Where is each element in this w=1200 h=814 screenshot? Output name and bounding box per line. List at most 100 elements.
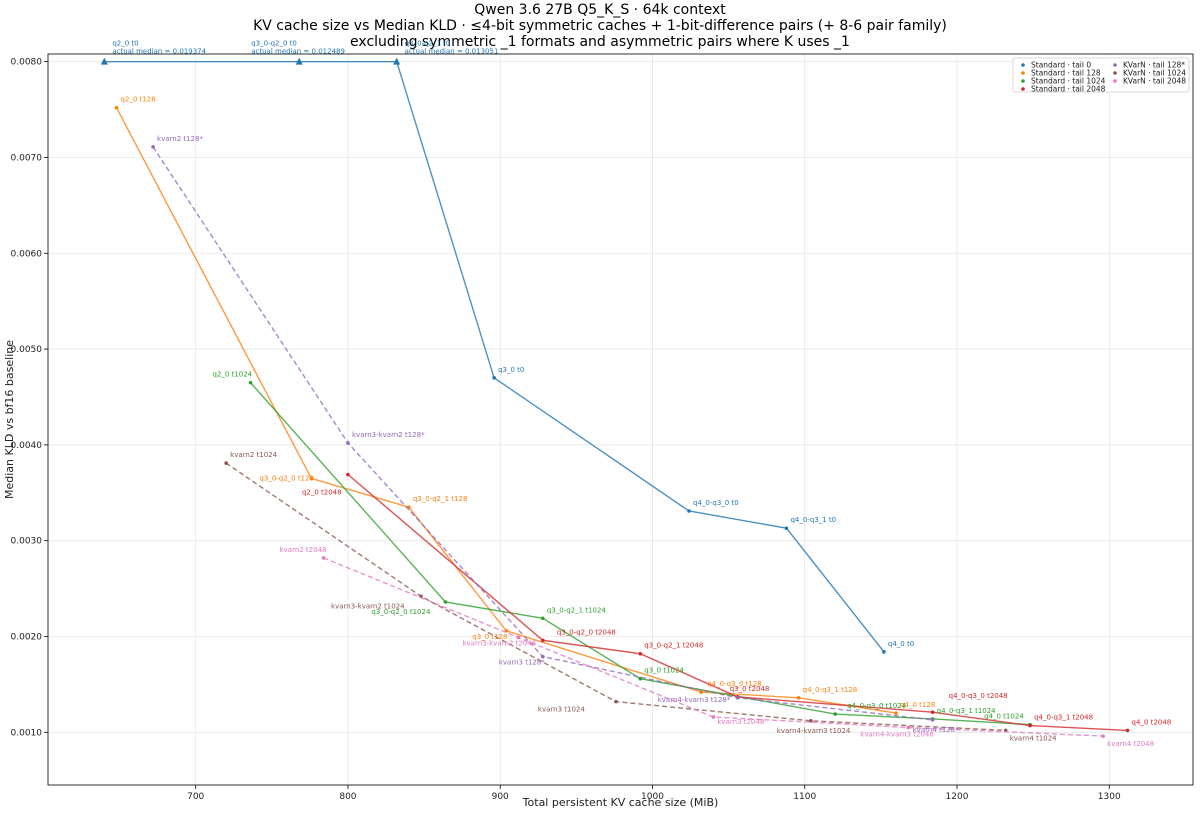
data-point: [224, 461, 228, 465]
point-labels: kvarn2 t1024 kvarn3-kvarn2 t1024 kvarn3 t1…: [230, 451, 1057, 742]
data-point: [930, 718, 935, 722]
y-tick-label: 0.0070: [11, 153, 43, 163]
data-point: [346, 441, 350, 445]
y-tick-label: 0.0080: [11, 58, 43, 68]
point-label: q3_0-q2_1 t2048: [644, 642, 703, 650]
point-label: kvarn2 t2048: [280, 546, 327, 554]
chart-title-line-1: Qwen 3.6 27B Q5_K_S · 64k context: [474, 2, 726, 18]
legend-marker: [1113, 71, 1117, 75]
point-label: q4_0-q3_0 t2048: [949, 692, 1008, 700]
data-point: [699, 690, 703, 694]
point-label: q2_0 t128: [121, 96, 156, 104]
data-point: [882, 650, 886, 654]
data-point: [346, 472, 350, 477]
grid-lines: [48, 54, 1193, 785]
x-tick-label: 900: [492, 792, 509, 802]
data-point: [735, 696, 740, 700]
point-label: q3_0-q2_0 t0: [251, 40, 297, 48]
capped-marker: [393, 57, 401, 65]
series-standard-tail-2048: [346, 472, 1130, 733]
point-label: q2_0 t1024: [213, 371, 253, 379]
capped-marker: [100, 57, 108, 65]
data-point: [492, 376, 496, 380]
point-label-extra: actual median = 0.013051: [405, 48, 499, 56]
data-point: [894, 711, 898, 715]
data-point: [1028, 723, 1032, 728]
point-labels: kvarn2 t128* kvarn3-kvarn2 t128* kvarn3 t1…: [157, 135, 959, 734]
data-point: [1101, 734, 1105, 738]
point-label: q4_0-q3_0 t0: [693, 499, 739, 507]
legend-label: KVarN · tail 128*: [1123, 61, 1185, 70]
point-label: q4_0 t1024: [984, 713, 1024, 721]
point-label: q3_0-q2_0 t2048: [557, 628, 616, 636]
data-point: [614, 699, 618, 704]
data-point: [796, 696, 801, 700]
point-label: q3_0-q2_1 t128: [413, 495, 468, 503]
data-point: [784, 526, 789, 531]
legend-label: KVarN · tail 2048: [1123, 77, 1186, 86]
point-label: q4_0-q3_0 t128: [707, 680, 762, 688]
series-kvarn-tail-2048: [321, 556, 1105, 738]
series-line: [225, 462, 1006, 732]
point-label: q4_0-q3_0 t1024: [847, 702, 907, 710]
y-tick-label: 0.0050: [11, 345, 43, 355]
legend-marker: [1113, 63, 1117, 67]
point-label: q4_0-q3_1 t128: [803, 686, 858, 694]
y-tick-label: 0.0030: [11, 537, 43, 547]
point-label: kvarn3 t1024: [538, 706, 585, 714]
legend-box: [1012, 57, 1190, 93]
x-tick-label: 1000: [641, 792, 664, 802]
point-labels: q2_0 t128 q3_0-q2_0 t128 q3_0-q2_1 t128 q3_…: [121, 96, 936, 709]
legend-marker: [1021, 87, 1025, 91]
series-line: [152, 146, 933, 721]
point-label: q4_0-q3_1 t0: [790, 516, 836, 524]
data-point: [809, 719, 813, 723]
data-point: [711, 715, 716, 719]
point-label-extra: actual median = 0.012489: [251, 48, 345, 56]
point-labels: kvarn2 t2048 kvarn3-kvarn2 t2048 kvarn3 t2…: [280, 546, 1154, 748]
legend-marker: [1113, 79, 1117, 83]
point-label: q3_0-q2_0 t128: [259, 474, 314, 482]
point-label: q3_0-q2_0 t1024: [371, 608, 431, 616]
chart-title: Qwen 3.6 27B Q5_K_S · 64k context KV cac…: [0, 2, 1200, 50]
data-point: [541, 638, 545, 643]
legend-label: KVarN · tail 1024: [1123, 69, 1186, 78]
point-label: q3_0 t128: [472, 633, 507, 641]
legend-label: Standard · tail 2048: [1031, 85, 1106, 94]
data-point: [309, 476, 314, 481]
x-tick-label: 1200: [946, 792, 969, 802]
point-label: q3_0 t0: [498, 366, 524, 374]
x-tick-label: 800: [339, 792, 356, 802]
point-label: q3_0 t2048: [730, 685, 770, 693]
point-label: kvarn2 t128*: [157, 135, 203, 143]
x-tick-label: 1100: [793, 792, 816, 802]
point-label: kvarn4 t2048: [1107, 740, 1154, 748]
data-point: [248, 380, 253, 385]
point-labels: q2_0 t1024 q3_0-q2_0 t1024 q3_0-q2_1 t1024…: [213, 371, 1025, 721]
point-label: q2_0 t0: [112, 40, 138, 48]
point-label: kvarn4-kvarn3 t1024: [777, 727, 851, 735]
legend-marker: [1021, 71, 1025, 75]
point-label: q3_0 t1024: [644, 667, 684, 675]
series-kvarn-tail-1024: [224, 461, 1008, 733]
series-standard-tail-128: [114, 105, 898, 715]
legend-marker: [1021, 63, 1025, 67]
point-label: q4_0 t2048: [1132, 718, 1172, 726]
x-axis-label: Total persistent KV cache size (MiB): [522, 796, 719, 809]
data-point: [638, 651, 643, 656]
series-kvarn-tail-128-: [151, 145, 935, 722]
data-point: [1125, 728, 1130, 733]
point-label: q4_0 t0: [888, 640, 914, 648]
point-label: q4_0 t128: [900, 701, 935, 709]
data-point: [321, 556, 326, 560]
data-point: [687, 509, 691, 513]
point-label: q3_0-q2_1 t1024: [547, 606, 607, 614]
y-tick-label: 0.0010: [11, 728, 43, 738]
series-line: [323, 557, 1104, 737]
series-standard-tail-0: [100, 57, 886, 654]
chart-title-line-2: KV cache size vs Median KLD · ≤4-bit sym…: [253, 18, 947, 34]
point-labels: q2_0 t2048 q3_0-q2_0 t2048 q3_0-q2_1 t2048…: [302, 489, 1171, 727]
legend-label: Standard · tail 128: [1031, 69, 1101, 78]
